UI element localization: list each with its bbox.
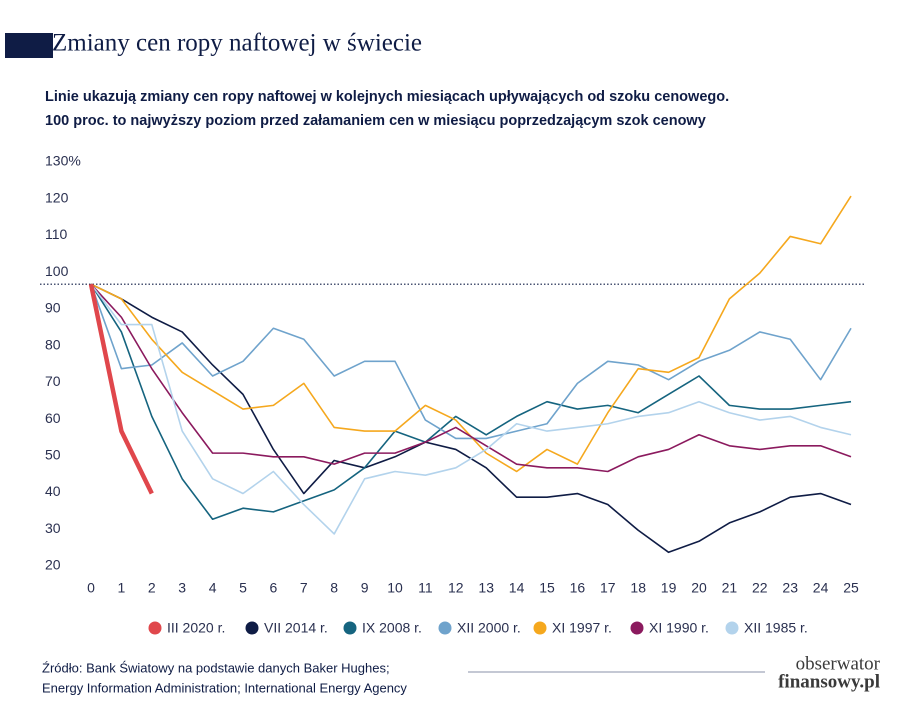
legend-swatch [148,621,162,635]
x-tick-label: 15 [539,580,555,596]
x-tick-label: 11 [418,580,433,596]
legend-label: XII 2000 r. [457,620,521,636]
x-tick-label: 0 [87,580,95,596]
y-tick-label: 20 [45,557,61,573]
x-tick-label: 6 [270,580,278,596]
legend-swatch [630,621,644,635]
legend-label: VII 2014 r. [264,620,328,636]
x-tick-label: 13 [478,580,494,596]
x-tick-label: 4 [209,580,217,596]
legend-swatch [245,621,259,635]
x-tick-label: 23 [782,580,798,596]
source: Źródło: Bank Światowy na podstawie danyc… [42,660,390,675]
subtitle: 100 proc. to najwyższy poziom przed zała… [45,113,706,129]
x-tick-label: 12 [448,580,464,596]
y-tick-label: 100 [45,263,69,279]
series-line [90,195,852,473]
subtitle: Linie ukazują zmiany cen ropy naftowej w… [45,89,729,105]
y-tick-label: 70 [45,373,61,389]
y-tick-label: 60 [45,410,61,426]
series-line [90,283,852,535]
legend-label: III 2020 r. [167,620,225,636]
title-block [5,33,53,58]
x-tick-label: 8 [330,580,338,596]
series-line [90,283,852,521]
chart-title: Zmiany cen ropy naftowej w świecie [52,30,422,57]
logo: obserwator [796,653,881,674]
x-tick-label: 18 [630,580,646,596]
x-tick-label: 10 [387,580,403,596]
legend-label: IX 2008 r. [362,620,422,636]
source: Energy Information Administration; Inter… [42,680,407,695]
legend-swatch [725,621,739,635]
y-tick-label: 50 [45,447,61,463]
legend-swatch [438,621,452,635]
series-line [90,283,852,440]
x-tick-label: 2 [148,580,156,596]
legend-swatch [533,621,547,635]
x-tick-label: 7 [300,580,308,596]
x-tick-label: 9 [361,580,369,596]
y-tick-label: 120 [45,189,69,205]
y-tick-label: 90 [45,300,61,316]
x-tick-label: 20 [691,580,707,596]
x-tick-label: 1 [118,580,126,596]
legend-swatch [343,621,357,635]
series-line [88,283,154,495]
x-tick-label: 3 [178,580,186,596]
legend-label: XII 1985 r. [744,620,808,636]
series-line [90,283,852,473]
logo: finansowy.pl [778,671,880,692]
x-tick-label: 24 [813,580,829,596]
y-tick-label: 80 [45,336,61,352]
x-tick-label: 25 [843,580,859,596]
x-tick-label: 21 [722,580,738,596]
x-tick-label: 16 [570,580,586,596]
series-line [90,283,852,554]
x-tick-label: 17 [600,580,616,596]
y-tick-label: 30 [45,520,61,536]
legend-label: XI 1997 r. [552,620,612,636]
x-tick-label: 5 [239,580,247,596]
y-tick-label: 110 [45,226,68,242]
x-tick-label: 22 [752,580,768,596]
x-tick-label: 19 [661,580,677,596]
legend-label: XI 1990 r. [649,620,709,636]
x-tick-label: 14 [509,580,525,596]
y-tick-label: 40 [45,483,61,499]
y-tick-label: 130% [45,153,81,169]
